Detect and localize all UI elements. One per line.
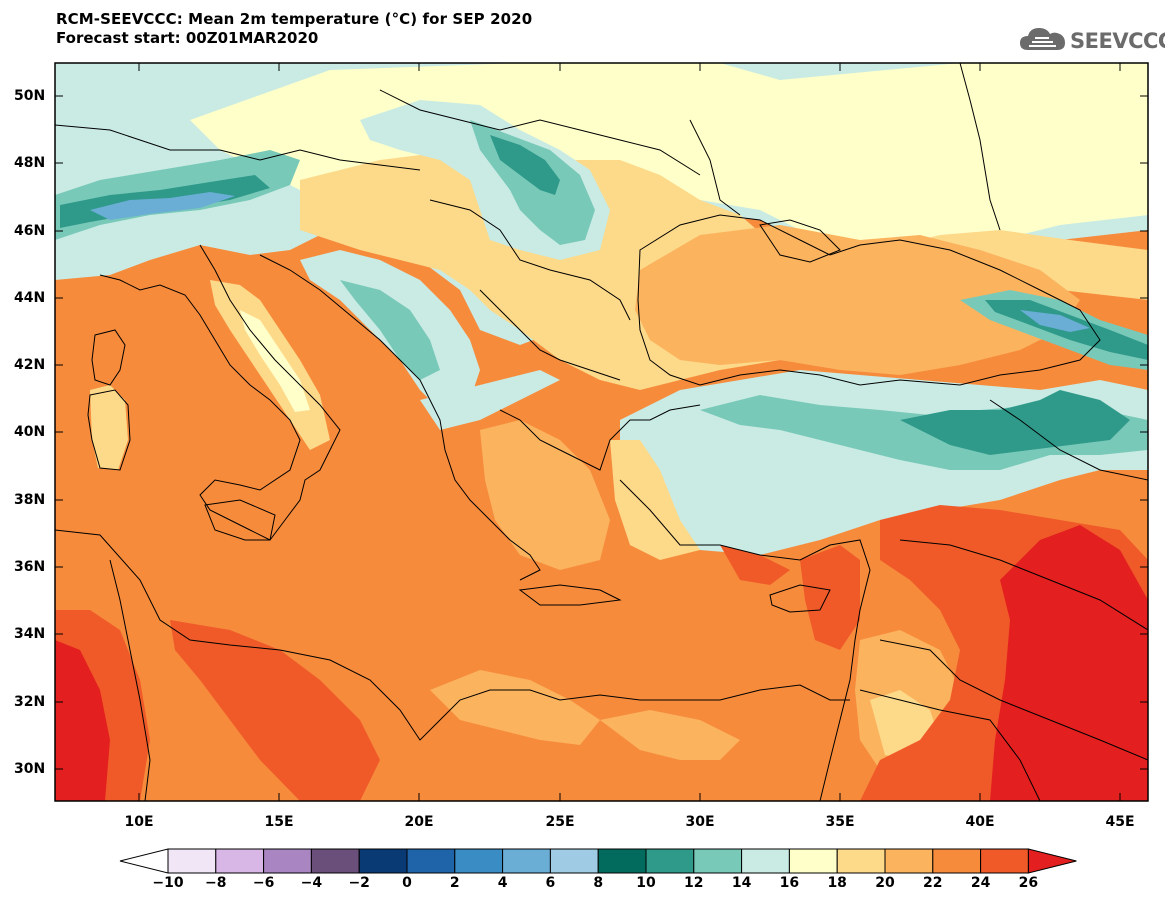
lon-label: 35E	[825, 814, 855, 830]
map-title: RCM-SEEVCCC: Mean 2m temperature (°C) fo…	[56, 10, 533, 28]
colorbar-tick-label: 6	[545, 875, 556, 891]
lat-label: 38N	[14, 492, 46, 508]
lon-label: 40E	[965, 814, 995, 830]
colorbar-swatch	[549, 848, 599, 874]
colorbar-tick-label: 26	[1018, 875, 1039, 891]
lat-label: 42N	[14, 357, 46, 373]
colorbar-swatch	[693, 848, 743, 874]
colorbar-tick-label: 14	[731, 875, 752, 891]
logo-text: SEEVCCC	[1070, 29, 1165, 53]
colorbar-swatch	[741, 848, 790, 874]
colorbar-tick-label: −2	[348, 875, 370, 891]
colorbar-tick-label: 16	[779, 875, 800, 891]
lat-label: 48N	[14, 155, 46, 171]
lat-label: 46N	[14, 223, 46, 239]
colorbar-swatch	[645, 848, 695, 874]
lat-label: 32N	[14, 694, 46, 710]
colorbar-tick-label: 20	[875, 875, 895, 891]
colorbar-tick-label: 2	[449, 875, 460, 891]
lon-label: 25E	[545, 814, 575, 830]
colorbar-tick-label: 4	[497, 875, 508, 891]
colorbar-swatch	[597, 848, 647, 874]
lat-label: 44N	[14, 290, 46, 306]
lon-label: 15E	[264, 814, 294, 830]
colorbar-tick-label: 22	[923, 875, 943, 891]
lon-ticks	[138, 63, 1121, 801]
colorbar-tick-label: −8	[205, 875, 227, 891]
lat-label: 40N	[14, 424, 46, 440]
forecast-start-label: Forecast start: 00Z01MAR2020	[56, 29, 319, 47]
colorbar-swatch	[884, 848, 934, 874]
lat-label: 36N	[14, 559, 46, 575]
cloud-icon	[1020, 28, 1065, 50]
colorbar-swatch	[406, 848, 456, 874]
colorbar-tick-label: 24	[970, 875, 991, 891]
colorbar-tick-label: 12	[684, 875, 704, 891]
colorbar-swatch	[263, 848, 312, 874]
colorbar-swatch	[310, 848, 360, 874]
colorbar-swatch	[932, 848, 982, 874]
colorbar	[119, 848, 1077, 874]
colorbar-tick-label: 8	[593, 875, 604, 891]
seevccc-logo: SEEVCCC	[1018, 22, 1165, 58]
colorbar-extend-low	[119, 848, 169, 874]
colorbar-swatch	[167, 848, 217, 874]
colorbar-swatch	[358, 848, 408, 874]
temperature-field	[55, 63, 1148, 801]
colorbar-swatch	[788, 848, 838, 874]
lon-label: 45E	[1105, 814, 1135, 830]
coastlines	[55, 63, 1148, 801]
colorbar-swatch	[454, 848, 504, 874]
lon-label: 30E	[685, 814, 715, 830]
colorbar-swatch	[836, 848, 886, 874]
colorbar-tick-label: 18	[827, 875, 847, 891]
colorbar-swatch	[980, 848, 1029, 874]
colorbar-tick-label: −4	[300, 875, 323, 891]
colorbar-tick-label: 0	[402, 875, 412, 891]
lat-label: 34N	[14, 626, 46, 642]
lon-label: 10E	[124, 814, 154, 830]
lon-label: 20E	[404, 814, 434, 830]
colorbar-extend-high	[1027, 848, 1077, 874]
lat-ticks	[55, 95, 1148, 770]
colorbar-swatch	[215, 848, 265, 874]
lat-label: 30N	[14, 761, 46, 777]
lat-label: 50N	[14, 88, 46, 104]
colorbar-swatch	[502, 848, 551, 874]
colorbar-tick-label: −6	[252, 875, 275, 891]
colorbar-tick-label: 10	[636, 875, 656, 891]
colorbar-tick-label: −10	[152, 875, 184, 891]
